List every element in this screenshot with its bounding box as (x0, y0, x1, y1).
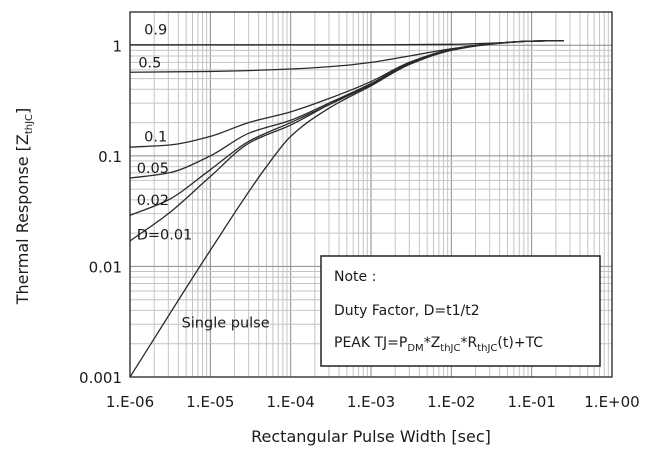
y-axis-label-sub: thJC (24, 114, 35, 134)
curve-label: 0.5 (138, 55, 161, 71)
note-line-3: PEAK TJ=PDM*ZthJC*RthJC(t)+TC (334, 335, 543, 354)
x-tick-label: 1.E-05 (186, 393, 234, 411)
note-line-3-suffix: (t)+TC (497, 335, 543, 351)
curve-label: D=0.01 (137, 228, 193, 244)
y-tick-label: 1 (112, 37, 122, 55)
note-line-2: Duty Factor, D=t1/t2 (334, 303, 480, 319)
x-tick-label: 1.E-03 (347, 393, 395, 411)
y-tick-label: 0.01 (89, 258, 122, 276)
y-axis-label-main: Thermal Response [Z (13, 134, 32, 305)
note-line-1: Note : (334, 269, 376, 285)
note-line-3-sub3: thJC (477, 343, 497, 354)
series-line-single-pulse (129, 40, 564, 378)
series-group (129, 40, 564, 378)
y-axis-label: Thermal Response [ZthJC] (13, 108, 35, 306)
y-tick-label: 0.001 (79, 369, 122, 387)
y-tick-label: 0.1 (98, 148, 122, 166)
x-tick-label: 1.E-01 (508, 393, 556, 411)
note-line-3-prefix: PEAK TJ=P (334, 335, 407, 351)
note-box: Note : Duty Factor, D=t1/t2 PEAK TJ=PDM*… (320, 255, 601, 367)
note-box-frame (320, 255, 601, 367)
x-tick-label: 1.E+00 (584, 393, 639, 411)
x-tick-label: 1.E-02 (427, 393, 475, 411)
curve-label: Single pulse (182, 316, 270, 332)
x-tick-label: 1.E-06 (106, 393, 154, 411)
x-axis-label: Rectangular Pulse Width [sec] (251, 427, 491, 446)
curve-label: 0.05 (137, 161, 169, 177)
note-line-3-mid1: *Z (424, 335, 441, 351)
x-tick-labels: 1.E-06 1.E-05 1.E-04 1.E-03 1.E-02 1.E-01 1.E+… (106, 393, 640, 411)
plot-frame (129, 11, 613, 378)
y-tick-labels: 0.001 0.01 0.1 1 (79, 37, 122, 387)
note-line-3-mid2: *R (460, 335, 477, 351)
note-line-3-sub2: thJC (440, 343, 460, 354)
curve-label: 0.1 (144, 129, 167, 145)
note-line-3-sub1: DM (407, 343, 423, 354)
curve-label: 0.02 (137, 193, 169, 209)
y-axis-label-end: ] (13, 108, 32, 114)
curve-labels: 0.9 0.5 0.1 0.05 0.02 D=0.01 Single pulse (137, 23, 270, 332)
curve-label: 0.9 (144, 23, 167, 39)
x-tick-label: 1.E-04 (267, 393, 315, 411)
